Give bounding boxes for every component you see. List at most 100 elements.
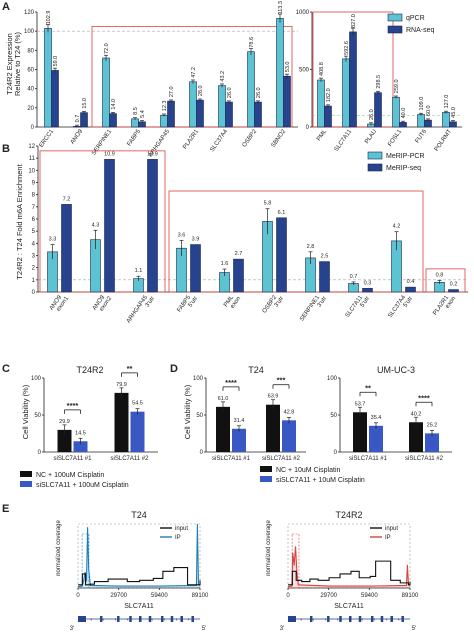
panel-a-right-category-label: SLC7A11: [334, 128, 354, 153]
panel-a-left-value-label: 5.4: [140, 110, 146, 118]
panel-b-bar: [319, 261, 330, 293]
panel-a-right-category-label: POLRMT: [434, 128, 453, 152]
panel-b-value-label: 10.9: [104, 151, 115, 157]
panel-e-gene-exon: [309, 616, 313, 622]
panel-e-gene-exon: [139, 616, 142, 622]
panel-b-value-label: 1.1: [135, 268, 143, 274]
panel-c-category-label: siSLC7A11 #2: [111, 456, 150, 462]
panel-b-legend-swatch: [367, 163, 383, 172]
panel-b-category-sublabel: 5'utr: [403, 296, 415, 309]
panel-b-ytick-label: 1: [32, 278, 36, 284]
panel-b-bar: [233, 258, 244, 293]
panel-a-left-bar: [109, 113, 117, 128]
panel-e-strand-5prime: 5': [202, 626, 206, 632]
panel-c-ytick-label: 100: [31, 376, 42, 382]
panel-a-left-category-label: FABP5: [127, 128, 143, 147]
panel-d-0-category-label: siSLC7A11 #2: [262, 456, 301, 462]
panel-a-left-value-label: 14.0: [111, 99, 117, 110]
panel-e-gene-strand-arrow: ‹: [176, 617, 178, 623]
panel-d-0-ytick-label: 50: [196, 413, 203, 419]
panel-c-significance: ****: [67, 401, 79, 410]
panel-d-legend-swatch: [260, 476, 272, 482]
panel-a-right-bar: [392, 96, 400, 128]
panel-a-left-ytick-label: 120: [24, 10, 35, 16]
panel-e-input-line: [288, 560, 411, 586]
panel-a-left-value-label: 27.0: [169, 86, 175, 97]
panel-c-value-label: 14.5: [75, 430, 86, 436]
panel-a-right-value-label: 40.0: [401, 108, 407, 119]
panel-b-ytick-label: 12: [28, 144, 35, 150]
panel-b-highlight-box-3: [425, 268, 466, 293]
panel-e-gene-strand-arrow: ‹: [151, 617, 153, 623]
panel-d-ylabel: Cell Viability (%): [183, 384, 192, 439]
panel-b-category-sublabel: 3'utr: [145, 296, 157, 309]
panel-e-gene-exon: [180, 616, 183, 622]
panel-c-legend-swatch: [20, 471, 32, 477]
panel-e-gene-strand-arrow: ‹: [139, 617, 141, 623]
panel-b-category-sublabel: 5'utr: [188, 296, 200, 309]
panel-b-ytick-label: 9: [32, 181, 36, 187]
panel-d-1-bar: [369, 425, 383, 452]
panel-b-ytick-label: 0: [32, 290, 36, 296]
panel-e-gene-strand-arrow: ‹: [115, 617, 117, 623]
panel-e-gene-strand-arrow: ‹: [349, 617, 351, 623]
panel-a-right-value-label: 182.0: [326, 88, 332, 102]
panel-b-ytick-label: 2: [32, 266, 36, 272]
panel-d-1-significance: ****: [418, 393, 430, 402]
panel-b-category-label: SERPINE1: [299, 294, 321, 322]
panel-e-ip-line: [287, 546, 411, 588]
panel-a-left-value-label: 113.3: [278, 1, 284, 14]
panel-d-letter: D: [170, 363, 178, 375]
panel-b-value-label: 3.3: [49, 237, 57, 243]
panel-e-xtick-label: 59400: [151, 593, 168, 599]
panel-d-0-value-label: 63.9: [268, 394, 279, 400]
panel-b-value-label: 7.2: [63, 196, 71, 202]
panel-a-right-value-label: 109.0: [419, 97, 425, 111]
panel-d-0-significance: ***: [277, 376, 286, 385]
panel-a-ylabel-line1: T24R2 Expression: [5, 33, 14, 95]
panel-b-value-label: 3.6: [178, 232, 186, 238]
panel-e-strand-3prime: 3': [70, 626, 74, 632]
panel-a-right-ytick-label: 1000: [296, 10, 310, 16]
panel-c-bar: [130, 411, 145, 452]
panel-c-ytick-label: 0: [38, 450, 42, 456]
panel-e-gene-strand-arrow: ‹: [361, 617, 363, 623]
panel-d-1-bar: [409, 422, 423, 452]
panel-b-value-label: 2.8: [307, 244, 315, 250]
panel-a-right-bar: [442, 112, 450, 128]
panel-e-legend-label: IP: [175, 535, 181, 541]
panel-d-1-ytick-label: 100: [327, 376, 338, 382]
panel-e-gene-exon: [327, 616, 330, 622]
panel-e-gene-strand-arrow: ‹: [300, 617, 302, 623]
panel-d-0-bar: [232, 428, 246, 452]
panel-b-value-label: 3.9: [192, 237, 200, 243]
panel-d-0-value-label: 42.8: [284, 409, 295, 415]
panel-b-bar: [104, 159, 115, 293]
panel-a-right-category-label: FOSL1: [387, 128, 403, 148]
panel-a-right-bar: [417, 114, 425, 128]
panel-d-1-bar: [425, 433, 439, 452]
panel-a-left-value-label: 26.0: [256, 87, 262, 98]
panel-a-right-value-label: 45.0: [451, 107, 457, 118]
panel-c-ylabel: Cell Viability (%): [21, 384, 30, 439]
panel-b-bar: [448, 289, 459, 293]
panel-e-xlabel: SLC7A11: [334, 603, 364, 610]
panel-a-left-ytick-label: 0: [31, 125, 35, 131]
panel-a-right-bar: [342, 58, 350, 128]
panel-e-ylabel: normalized coverage: [266, 519, 272, 575]
panel-c-title: T24R2: [76, 365, 103, 375]
panel-a-left-value-label: 47.2: [191, 67, 197, 78]
panel-a-left-value-label: 28.0: [198, 85, 204, 96]
panel-a-left-value-label: 72.0: [104, 43, 110, 54]
panel-e-gene-exon: [390, 616, 393, 622]
panel-e-letter: E: [2, 503, 9, 515]
panel-a-left-category-label: ERCC1: [39, 128, 56, 149]
panel-e-gene-strand-arrow: ‹: [398, 617, 400, 623]
panel-d-legend-swatch: [260, 466, 272, 472]
panel-b-ytick-label: 4: [32, 241, 36, 247]
panel-b-value-label: 0.4: [407, 279, 415, 285]
panel-a-right-value-label: 592.6: [344, 41, 350, 55]
panel-e-gene-exon: [129, 616, 132, 622]
panel-e-xtick-label: 89100: [192, 593, 209, 599]
